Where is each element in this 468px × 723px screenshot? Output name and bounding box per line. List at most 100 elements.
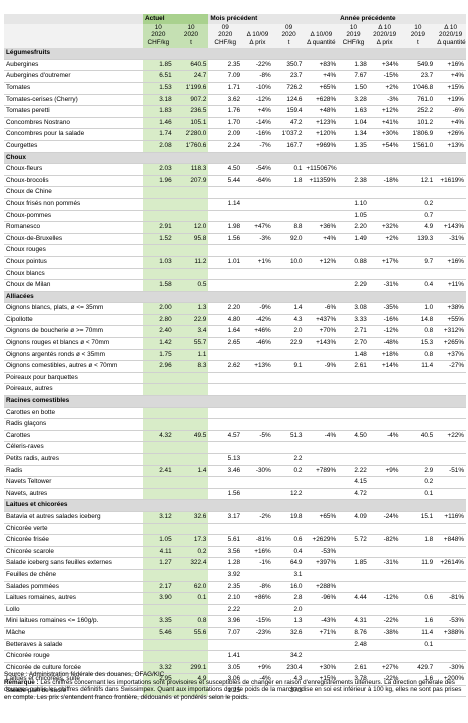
empty-cell	[242, 198, 273, 211]
value-cell: 24.7	[173, 70, 209, 83]
value-cell: 549.9	[400, 59, 436, 72]
value-cell: 8.76	[338, 627, 369, 640]
value-cell: +86%	[242, 592, 273, 605]
value-cell: 1.01	[208, 256, 243, 269]
empty-cell	[435, 268, 466, 281]
column-header: 09 2020 CHF/kg	[208, 24, 243, 49]
value-cell: +27%	[368, 662, 401, 675]
section-row: Légumesfruits	[4, 48, 466, 60]
value-cell: 0.88	[338, 256, 369, 269]
data-row: Choux-de-Bruxelles 1.52 95.8 1.56 -3% 92.0 +4%…	[4, 233, 466, 246]
empty-cell	[272, 407, 305, 420]
row-label: Betteraves à salade	[4, 639, 143, 652]
value-cell: 1.76	[208, 105, 243, 118]
empty-cell	[304, 418, 339, 431]
value-cell: 0.2	[400, 476, 436, 489]
empty-cell	[173, 186, 209, 199]
group-header: Année précédente	[338, 14, 466, 24]
value-cell: -12%	[242, 94, 273, 107]
value-cell: 2.61	[338, 360, 369, 373]
value-cell: +969%	[304, 140, 339, 153]
empty-cell	[173, 685, 209, 698]
column-header-row: 10 2020 CHF/kg 10 2020 t 09 2020 CHF/kg Δ 10/09 Δ …	[4, 24, 466, 49]
empty-cell	[142, 453, 174, 466]
empty-cell	[242, 476, 273, 489]
empty-cell	[173, 210, 209, 223]
value-cell: -35%	[368, 302, 401, 315]
value-cell: 3.46	[208, 465, 243, 478]
row-label: Salades pommées	[4, 581, 143, 594]
value-cell: 1.98	[208, 221, 243, 234]
row-label: Mâche	[4, 627, 143, 640]
row-label: Romanesco	[4, 221, 143, 234]
value-cell: 1.6	[400, 615, 436, 628]
row-label: Cipollotte	[4, 314, 143, 327]
empty-cell	[272, 476, 305, 489]
empty-cell	[304, 244, 339, 257]
row-label: Laitues romaines, autres	[4, 592, 143, 605]
empty-cell	[208, 279, 243, 292]
value-cell: 4.44	[338, 592, 369, 605]
value-cell: 207.9	[173, 175, 209, 188]
value-cell: 2.08	[142, 140, 174, 153]
empty-cell	[142, 198, 174, 211]
row-label: Céleris-raves	[4, 441, 143, 454]
row-label: Choux-brocolis	[4, 175, 143, 188]
empty-cell	[400, 186, 436, 199]
empty-cell	[242, 372, 273, 385]
value-cell: 1.74	[142, 128, 174, 141]
empty-cell	[242, 407, 273, 420]
empty-cell	[208, 639, 243, 652]
empty-cell	[400, 268, 436, 281]
value-cell: +30%	[368, 128, 401, 141]
value-cell: +15%	[435, 82, 466, 95]
value-cell: 726.2	[272, 82, 305, 95]
value-cell: +22%	[435, 430, 466, 443]
empty-cell	[242, 523, 273, 536]
row-label: Batavia et autres salades iceberg	[4, 511, 143, 524]
value-cell: 252.2	[400, 105, 436, 118]
value-cell: -2%	[242, 511, 273, 524]
empty-cell	[142, 476, 174, 489]
empty-cell	[208, 523, 243, 536]
row-label: Choux-fleurs	[4, 163, 143, 176]
data-row: Choux-pommes 1.05 0.7	[4, 210, 466, 223]
data-row: Aubergines d'outremer 6.51 24.7 7.09 -8% 23.7…	[4, 70, 466, 83]
empty-cell	[435, 685, 466, 698]
value-cell: 1.28	[208, 557, 243, 570]
value-cell: 2.70	[338, 337, 369, 350]
value-cell: 1.56	[208, 488, 243, 501]
value-cell: 0.4	[400, 279, 436, 292]
data-row: Tomates-cerises (Cherry) 3.18 907.2 3.62 -12…	[4, 94, 466, 107]
column-header-line: Δ 10/09	[246, 31, 269, 39]
section-row: Laitues et chicorées	[4, 499, 466, 512]
value-cell: -53%	[304, 546, 339, 559]
row-label: Chicorée scarole	[4, 546, 143, 559]
value-cell: 51.3	[272, 430, 305, 443]
value-cell: 0.1	[400, 488, 436, 501]
value-cell: 1.27	[142, 557, 174, 570]
value-cell: 11.2	[173, 256, 209, 269]
data-row: Salades pommées 2.17 62.0 2.35 -8% 16.0 +288%	[4, 581, 466, 594]
data-row: Mini laitues romaines <= 160g/p. 3.35 0.8 3…	[4, 615, 466, 628]
value-cell: 2.03	[142, 163, 174, 176]
value-cell: 0.5	[173, 279, 209, 292]
value-cell: +13%	[242, 360, 273, 373]
column-header-line: Δ 10	[444, 24, 458, 31]
value-cell: 5.13	[208, 453, 243, 466]
empty-cell	[368, 546, 401, 559]
value-cell: 2.00	[142, 302, 174, 315]
value-cell: 12.1	[400, 175, 436, 188]
column-header-line: 2019	[346, 31, 361, 39]
value-cell: -18%	[368, 175, 401, 188]
value-cell: +312%	[435, 325, 466, 339]
value-cell: +4%	[435, 117, 466, 130]
column-header: 10 2019 CHF/kg	[338, 24, 369, 49]
data-row: Carottes en botte	[4, 407, 466, 420]
row-label: Salade iceberg sans feuilles externes	[4, 557, 143, 570]
empty-cell	[173, 407, 209, 420]
empty-cell	[142, 268, 174, 281]
value-cell: 11.9	[400, 557, 436, 570]
value-cell: 1'806.9	[400, 128, 436, 141]
value-cell: 6.51	[142, 70, 174, 83]
